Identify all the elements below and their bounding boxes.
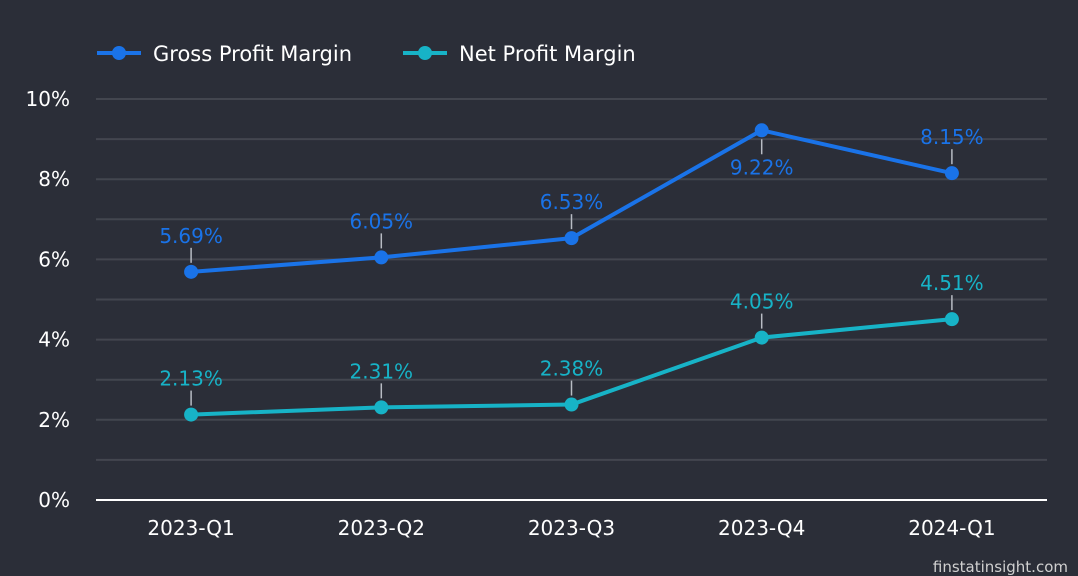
legend-gross-marker: [112, 46, 126, 60]
legend-net-marker: [418, 46, 432, 60]
legend-item-gross[interactable]: Gross Profit Margin: [97, 42, 352, 66]
data-point: [374, 250, 389, 265]
data-label: 5.69%: [159, 224, 223, 248]
data-label: 8.15%: [920, 125, 984, 149]
data-label: 6.05%: [350, 209, 414, 233]
data-label: 4.51%: [920, 271, 984, 295]
legend-net-label: Net Profit Margin: [459, 42, 636, 66]
watermark-text: finstatinsight.com: [933, 558, 1068, 576]
y-tick-label: 10%: [26, 87, 70, 111]
grid-lines: [96, 98, 1047, 461]
x-axis: 2023-Q1 2023-Q2 2023-Q3 2023-Q4 2024-Q1: [96, 499, 1047, 540]
y-tick-label: 2%: [38, 408, 70, 432]
y-tick-label: 4%: [38, 328, 70, 352]
data-point: [754, 123, 769, 138]
data-point: [374, 400, 389, 415]
x-tick-label: 2023-Q2: [338, 516, 425, 540]
y-tick-label: 8%: [38, 167, 70, 191]
x-tick-label: 2023-Q3: [528, 516, 615, 540]
data-point: [564, 397, 579, 412]
legend-gross-label: Gross Profit Margin: [153, 42, 352, 66]
y-axis: 0% 2% 4% 6% 8% 10%: [26, 87, 70, 512]
data-label: 2.38%: [540, 357, 604, 381]
data-point: [564, 231, 579, 246]
y-tick-label: 6%: [38, 247, 70, 271]
data-point: [184, 407, 199, 422]
data-label: 4.05%: [730, 290, 794, 314]
data-point: [184, 264, 199, 279]
data-label: 2.31%: [350, 359, 414, 383]
x-tick-label: 2023-Q1: [147, 516, 234, 540]
series-layer: 5.69% 6.05% 6.53% 9.22% 8.15% 2.13% 2.31% 2.38%…: [159, 123, 984, 422]
legend: Gross Profit Margin Net Profit Margin: [97, 42, 636, 66]
legend-item-net[interactable]: Net Profit Margin: [403, 42, 636, 66]
data-label: 2.13%: [159, 367, 223, 391]
data-label: 9.22%: [730, 155, 794, 179]
data-point: [754, 330, 769, 345]
x-tick-label: 2024-Q1: [908, 516, 995, 540]
y-tick-label: 0%: [38, 488, 70, 512]
data-point: [944, 166, 959, 181]
data-label: 6.53%: [540, 190, 604, 214]
x-tick-label: 2023-Q4: [718, 516, 805, 540]
data-point: [944, 312, 959, 327]
